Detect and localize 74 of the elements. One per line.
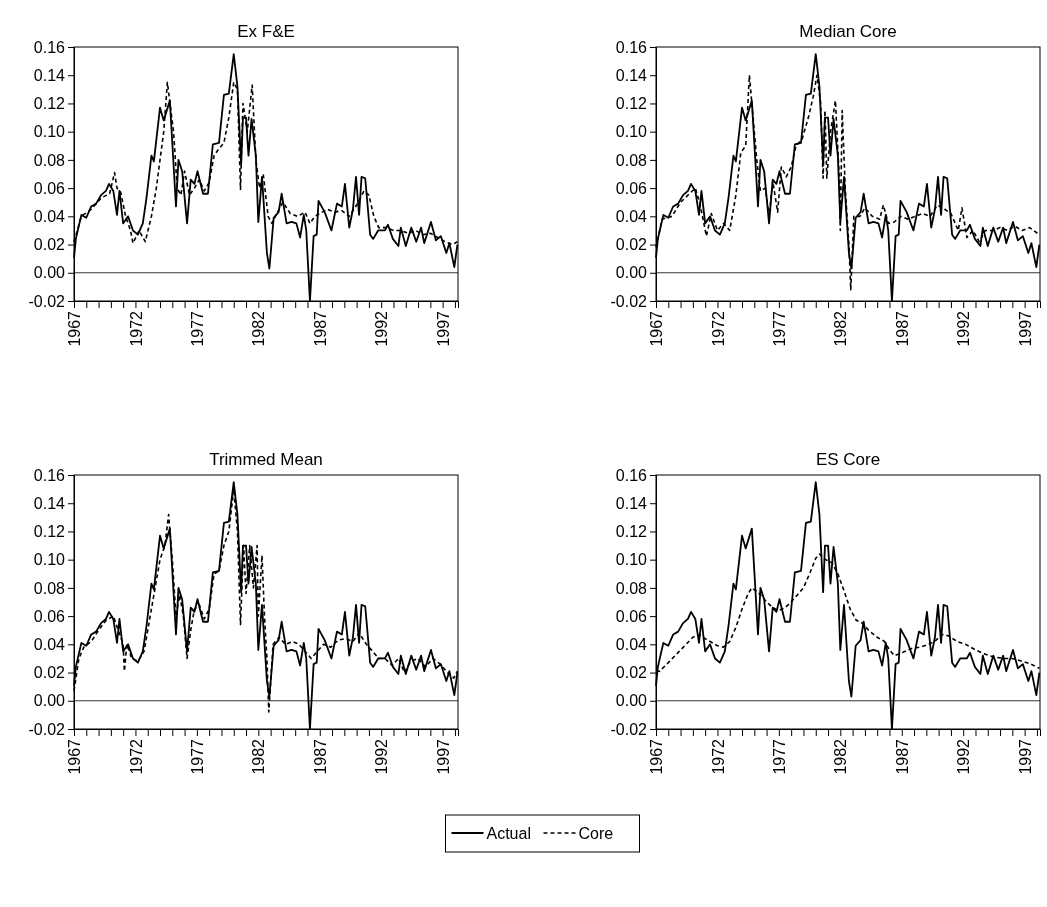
x-tick-label: 1987 xyxy=(311,310,329,347)
y-tick-label: 0.12 xyxy=(615,523,648,541)
y-tick-label: 0.00 xyxy=(33,692,66,710)
x-tick-label: 1977 xyxy=(188,310,206,347)
chart-title: Median Core xyxy=(799,22,897,41)
x-tick-label: 1967 xyxy=(66,310,84,347)
y-tick-label: -0.02 xyxy=(28,292,66,310)
y-tick-label: 0.16 xyxy=(33,38,66,56)
x-tick-label: 1967 xyxy=(648,738,666,775)
legend-label: Core xyxy=(578,825,614,842)
y-tick-label: 0.02 xyxy=(33,664,66,682)
x-tick-label: 1972 xyxy=(127,310,145,347)
y-tick-label: 0.02 xyxy=(33,236,66,254)
y-tick-label: 0.06 xyxy=(33,179,66,197)
y-tick-label: 0.08 xyxy=(615,579,648,597)
x-tick-label: 1982 xyxy=(250,310,268,347)
y-tick-label: 0.04 xyxy=(615,207,648,225)
chart-title: Trimmed Mean xyxy=(209,450,323,469)
x-tick-label: 1997 xyxy=(434,738,452,775)
legend-label: Actual xyxy=(486,825,531,842)
x-tick-label: 1987 xyxy=(893,738,911,775)
y-tick-label: 0.06 xyxy=(615,607,648,625)
y-tick-label: 0.04 xyxy=(615,635,648,653)
x-tick-label: 1972 xyxy=(709,738,727,775)
x-tick-label: 1977 xyxy=(770,310,788,347)
x-tick-label: 1977 xyxy=(188,738,206,775)
x-tick-label: 1992 xyxy=(955,310,973,347)
y-tick-label: 0.12 xyxy=(33,95,66,113)
x-tick-label: 1967 xyxy=(648,310,666,347)
y-tick-label: 0.14 xyxy=(33,494,66,512)
y-tick-label: 0.12 xyxy=(615,95,648,113)
x-tick-label: 1997 xyxy=(1016,738,1034,775)
y-tick-label: -0.02 xyxy=(610,720,648,738)
x-tick-label: 1982 xyxy=(832,738,850,775)
y-tick-label: -0.02 xyxy=(610,292,648,310)
y-tick-label: 0.16 xyxy=(615,466,648,484)
x-tick-label: 1967 xyxy=(66,738,84,775)
x-tick-label: 1977 xyxy=(770,738,788,775)
x-tick-label: 1987 xyxy=(311,738,329,775)
y-tick-label: 0.00 xyxy=(615,264,648,282)
y-tick-label: 0.16 xyxy=(615,38,648,56)
y-tick-label: 0.04 xyxy=(33,635,66,653)
x-tick-label: 1972 xyxy=(709,310,727,347)
x-tick-label: 1982 xyxy=(832,310,850,347)
y-tick-label: 0.06 xyxy=(615,179,648,197)
x-tick-label: 1997 xyxy=(434,310,452,347)
y-tick-label: -0.02 xyxy=(28,720,66,738)
x-tick-label: 1982 xyxy=(250,738,268,775)
x-tick-label: 1997 xyxy=(1016,310,1034,347)
x-tick-label: 1992 xyxy=(955,738,973,775)
y-tick-label: 0.10 xyxy=(33,123,66,141)
chart-title: ES Core xyxy=(815,450,881,469)
x-tick-label: 1987 xyxy=(893,310,911,347)
y-tick-label: 0.12 xyxy=(33,523,66,541)
y-tick-label: 0.10 xyxy=(615,123,648,141)
y-tick-label: 0.10 xyxy=(33,551,66,569)
y-tick-label: 0.10 xyxy=(615,551,648,569)
y-tick-label: 0.16 xyxy=(33,466,66,484)
y-tick-label: 0.02 xyxy=(615,236,648,254)
y-tick-label: 0.14 xyxy=(615,66,648,84)
chart-title: Ex F&E xyxy=(237,22,295,41)
y-tick-label: 0.08 xyxy=(615,151,648,169)
y-tick-label: 0.08 xyxy=(33,151,66,169)
y-tick-label: 0.02 xyxy=(615,664,648,682)
x-tick-label: 1992 xyxy=(373,310,391,347)
y-tick-label: 0.04 xyxy=(33,207,66,225)
y-tick-label: 0.06 xyxy=(33,607,66,625)
y-tick-label: 0.14 xyxy=(33,66,66,84)
y-tick-label: 0.08 xyxy=(33,579,66,597)
y-tick-label: 0.14 xyxy=(615,494,648,512)
x-tick-label: 1972 xyxy=(127,738,145,775)
x-tick-label: 1992 xyxy=(373,738,391,775)
y-tick-label: 0.00 xyxy=(615,692,648,710)
y-tick-label: 0.00 xyxy=(33,264,66,282)
